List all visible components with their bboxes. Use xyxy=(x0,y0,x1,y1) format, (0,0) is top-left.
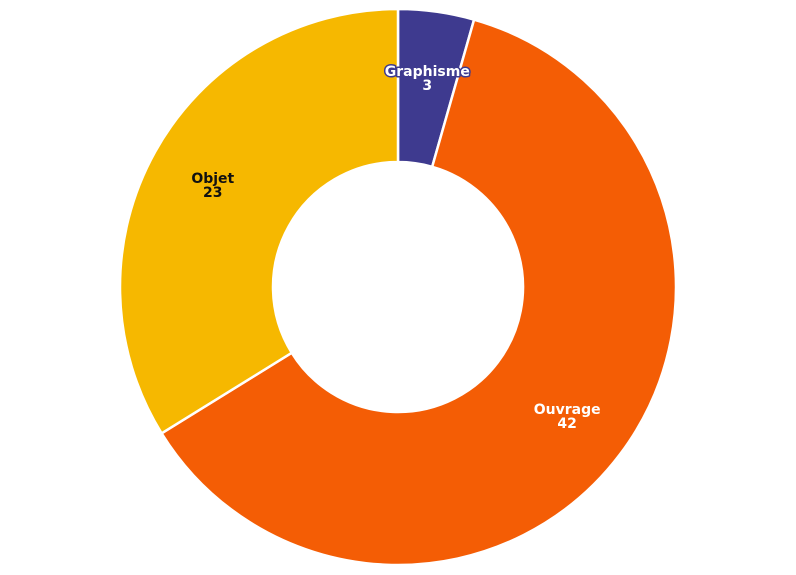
slice-label-value-graphisme: 3 xyxy=(422,78,432,94)
slice-label-category-graphisme: Graphisme xyxy=(385,64,470,80)
slice-label-value-objet: 23 xyxy=(203,185,222,201)
slices-group xyxy=(118,7,678,567)
slice-label-value-ouvrage: 42 xyxy=(557,416,576,432)
slice-label-category-objet: Objet xyxy=(191,171,234,187)
slice-label-category-ouvrage: Ouvrage xyxy=(534,402,601,418)
slice-objet[interactable] xyxy=(118,7,400,435)
slice-ouvrage[interactable] xyxy=(160,18,678,567)
